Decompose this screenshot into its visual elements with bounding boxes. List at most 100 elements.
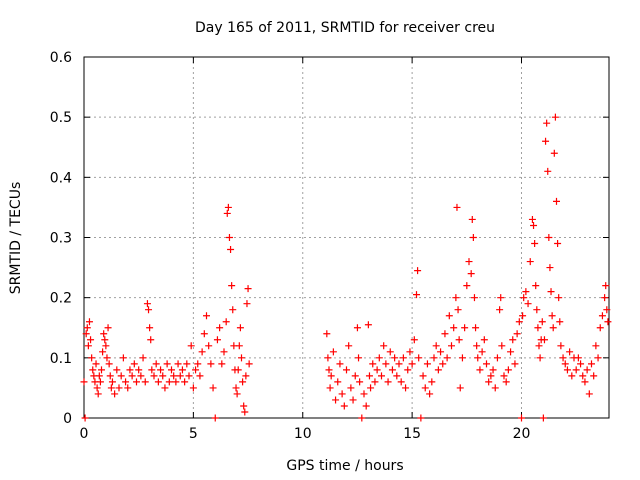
x-tick-label: 10 bbox=[294, 426, 312, 442]
data-point bbox=[229, 306, 237, 314]
data-point bbox=[489, 366, 497, 374]
data-point bbox=[334, 378, 342, 386]
data-point bbox=[399, 354, 407, 362]
data-point bbox=[485, 378, 493, 386]
data-point bbox=[388, 366, 396, 374]
data-point bbox=[124, 384, 132, 392]
data-point bbox=[395, 360, 403, 368]
data-point bbox=[384, 378, 392, 386]
data-point bbox=[574, 354, 582, 362]
data-point bbox=[539, 414, 547, 422]
y-tick-label: 0.2 bbox=[50, 291, 72, 307]
data-point bbox=[563, 366, 571, 374]
data-points bbox=[80, 113, 612, 422]
data-point bbox=[159, 372, 167, 380]
data-point bbox=[100, 330, 108, 338]
data-point bbox=[194, 360, 202, 368]
data-point bbox=[404, 366, 412, 374]
data-point bbox=[382, 360, 390, 368]
data-point bbox=[338, 390, 346, 398]
data-point bbox=[577, 360, 585, 368]
data-point bbox=[559, 354, 567, 362]
data-point bbox=[526, 258, 534, 266]
data-point bbox=[509, 336, 517, 344]
data-point bbox=[223, 209, 231, 217]
data-point bbox=[461, 324, 469, 332]
data-point bbox=[218, 360, 226, 368]
data-point bbox=[161, 384, 169, 392]
data-point bbox=[511, 360, 519, 368]
data-point bbox=[200, 330, 208, 338]
data-point bbox=[92, 360, 100, 368]
data-point bbox=[592, 342, 600, 350]
data-point bbox=[515, 318, 523, 326]
data-point bbox=[551, 113, 559, 121]
data-point bbox=[410, 336, 418, 344]
data-point bbox=[415, 354, 423, 362]
data-point bbox=[80, 378, 88, 386]
data-point bbox=[474, 354, 482, 362]
data-point bbox=[192, 366, 200, 374]
data-point bbox=[111, 390, 119, 398]
data-point bbox=[367, 384, 375, 392]
data-point bbox=[540, 336, 548, 344]
data-point bbox=[504, 366, 512, 374]
data-point bbox=[81, 414, 89, 422]
data-point bbox=[329, 348, 337, 356]
data-point bbox=[386, 348, 394, 356]
data-point bbox=[152, 360, 160, 368]
x-tick-label: 0 bbox=[80, 426, 89, 442]
data-point bbox=[102, 342, 110, 350]
data-point bbox=[139, 354, 147, 362]
data-point bbox=[548, 312, 556, 320]
data-point bbox=[130, 360, 138, 368]
data-point bbox=[579, 372, 587, 380]
data-point bbox=[520, 294, 528, 302]
data-point bbox=[239, 378, 247, 386]
grid-layer bbox=[84, 57, 609, 418]
data-point bbox=[432, 342, 440, 350]
data-point bbox=[170, 372, 178, 380]
data-point bbox=[113, 366, 121, 374]
data-point bbox=[453, 203, 461, 211]
data-point bbox=[502, 378, 510, 386]
data-point bbox=[353, 324, 361, 332]
y-tick-label: 0.6 bbox=[50, 50, 72, 66]
data-point bbox=[450, 324, 458, 332]
data-point bbox=[99, 348, 107, 356]
data-point bbox=[478, 348, 486, 356]
data-point bbox=[596, 324, 604, 332]
data-point bbox=[168, 366, 175, 374]
data-point bbox=[572, 366, 580, 374]
data-point bbox=[362, 402, 370, 410]
data-point bbox=[356, 378, 364, 386]
data-point bbox=[89, 366, 97, 374]
data-point bbox=[205, 342, 213, 350]
data-point bbox=[434, 366, 442, 374]
data-point bbox=[554, 240, 562, 248]
data-point bbox=[98, 366, 105, 374]
data-point bbox=[122, 378, 130, 386]
data-point bbox=[365, 372, 373, 380]
data-point bbox=[544, 167, 552, 175]
data-point bbox=[533, 306, 541, 314]
data-point bbox=[93, 384, 101, 392]
data-point bbox=[187, 342, 195, 350]
data-point bbox=[456, 384, 464, 392]
data-point bbox=[165, 378, 173, 386]
y-tick-label: 0.1 bbox=[50, 351, 72, 367]
data-point bbox=[408, 360, 416, 368]
data-point bbox=[106, 372, 114, 380]
data-point bbox=[238, 354, 245, 362]
data-point bbox=[220, 348, 228, 356]
x-axis-label: GPS time / hours bbox=[286, 458, 403, 474]
data-point bbox=[228, 282, 236, 290]
data-point bbox=[545, 234, 553, 241]
data-point bbox=[326, 384, 334, 392]
x-tick-label: 15 bbox=[403, 426, 421, 442]
data-point bbox=[402, 384, 410, 392]
data-point bbox=[145, 306, 153, 314]
data-point bbox=[468, 215, 476, 223]
data-point bbox=[543, 119, 551, 127]
data-point bbox=[324, 354, 332, 362]
